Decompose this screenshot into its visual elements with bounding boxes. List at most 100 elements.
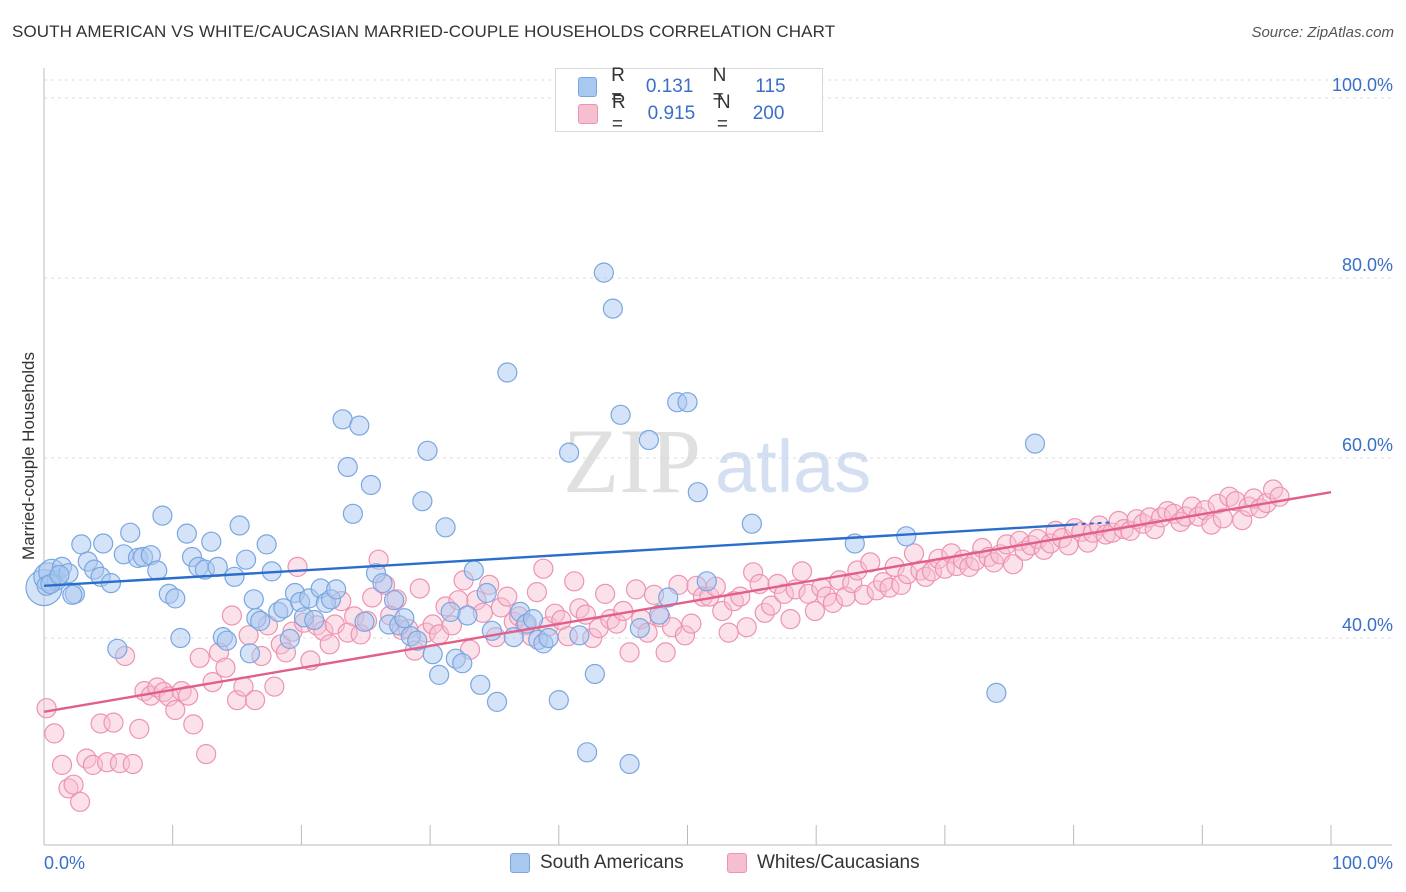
point-south-americans (360, 474, 381, 496)
point-whites (362, 587, 383, 608)
point-south-americans (120, 522, 141, 543)
point-whites (761, 595, 782, 616)
point-whites (921, 561, 943, 582)
point-south-americans (741, 513, 762, 534)
point-whites (129, 718, 150, 740)
point-whites (1269, 486, 1290, 507)
point-south-americans (152, 505, 173, 526)
point-south-americans (584, 663, 605, 685)
point-whites (287, 556, 308, 578)
bottom-swatch-blue (510, 853, 530, 873)
point-south-americans (696, 571, 717, 592)
point-whites (564, 571, 585, 592)
point-whites (215, 657, 236, 678)
point-south-americans (417, 440, 438, 461)
point-whites (595, 583, 616, 605)
point-south-americans (304, 609, 325, 631)
point-whites (1003, 554, 1024, 575)
point-south-americans (538, 627, 559, 649)
legend-r-value: 0.131 (645, 76, 694, 97)
point-whites (533, 558, 554, 579)
point-south-americans (412, 491, 433, 512)
legend-r-label: R = (611, 65, 625, 108)
point-whites (226, 689, 248, 711)
point-whites (853, 584, 874, 605)
point-south-americans (207, 556, 228, 578)
point-whites (165, 699, 186, 721)
chart-title: SOUTH AMERICAN VS WHITE/CAUCASIAN MARRIE… (12, 22, 836, 41)
point-south-americans (383, 590, 405, 611)
y-tick-label: 80.0% (1342, 255, 1393, 275)
legend-n-label: N = (716, 92, 731, 135)
point-whites (1144, 518, 1165, 540)
point-south-americans (440, 601, 461, 623)
point-south-americans (457, 605, 478, 626)
point-south-americans (165, 588, 186, 609)
watermark-zip: ZIP (563, 410, 701, 512)
axis-labels: 40.0% 60.0% 80.0% 100.0% 0.0% 100.0% Married-c… (19, 75, 1393, 873)
trend-line-south-americans-ext (1073, 521, 1113, 526)
point-whites (674, 625, 696, 646)
point-whites (122, 753, 143, 775)
point-south-americans (71, 534, 92, 555)
point-south-americans (326, 579, 347, 600)
series-south-americans-points (25, 262, 1046, 775)
point-south-americans (107, 638, 128, 659)
point-whites (36, 698, 57, 719)
point-south-americans (235, 549, 257, 570)
bottom-swatch-pink (727, 853, 747, 873)
legend-row-whites: R = 0.915 N = 200 (578, 92, 822, 135)
point-south-americans (463, 560, 484, 581)
bottom-legend-label: Whites/Caucasians (757, 852, 920, 873)
point-south-americans (986, 682, 1007, 704)
point-south-americans (486, 691, 508, 713)
point-south-americans (394, 608, 415, 629)
point-south-americans (569, 625, 590, 646)
point-whites (189, 647, 210, 668)
point-whites (51, 754, 73, 776)
point-south-americans (243, 589, 264, 610)
point-whites (903, 543, 925, 564)
legend-n-label: N = (712, 65, 727, 108)
point-south-americans (407, 630, 428, 651)
point-whites (69, 791, 91, 812)
watermark-atlas: atlas (715, 425, 871, 508)
trend-lines (43, 491, 1332, 713)
point-whites (730, 586, 751, 607)
point-whites (965, 550, 986, 571)
point-south-americans (1024, 433, 1046, 454)
point-whites (409, 578, 430, 599)
bottom-legend-south-americans: South Americans (510, 852, 684, 874)
point-south-americans (337, 456, 358, 478)
bottom-legend-whites: Whites/Caucasians (727, 852, 920, 874)
point-south-americans (476, 582, 497, 604)
point-whites (1201, 514, 1222, 535)
point-whites (183, 714, 204, 735)
point-south-americans (250, 610, 271, 632)
trend-line-south-americans (43, 523, 1074, 587)
point-whites (743, 562, 764, 583)
point-whites (736, 617, 757, 638)
point-south-americans (372, 572, 393, 594)
x-tick-label-min: 0.0% (44, 853, 85, 873)
point-whites (497, 586, 518, 607)
point-south-americans (435, 517, 456, 538)
point-whites (1243, 488, 1264, 509)
point-south-americans (224, 566, 245, 587)
point-south-americans (687, 482, 708, 503)
axes-layer (43, 68, 1392, 846)
point-south-americans (354, 611, 375, 632)
point-south-americans (470, 674, 491, 695)
point-whites (526, 581, 548, 603)
point-whites (804, 600, 826, 622)
point-south-americans (349, 415, 370, 436)
point-south-americans (452, 653, 473, 674)
point-whites (44, 723, 65, 744)
point-south-americans (610, 404, 631, 425)
point-south-americans (147, 560, 168, 581)
point-whites (244, 689, 266, 711)
point-south-americans (896, 526, 917, 547)
point-south-americans (279, 628, 300, 650)
point-whites (625, 579, 647, 600)
